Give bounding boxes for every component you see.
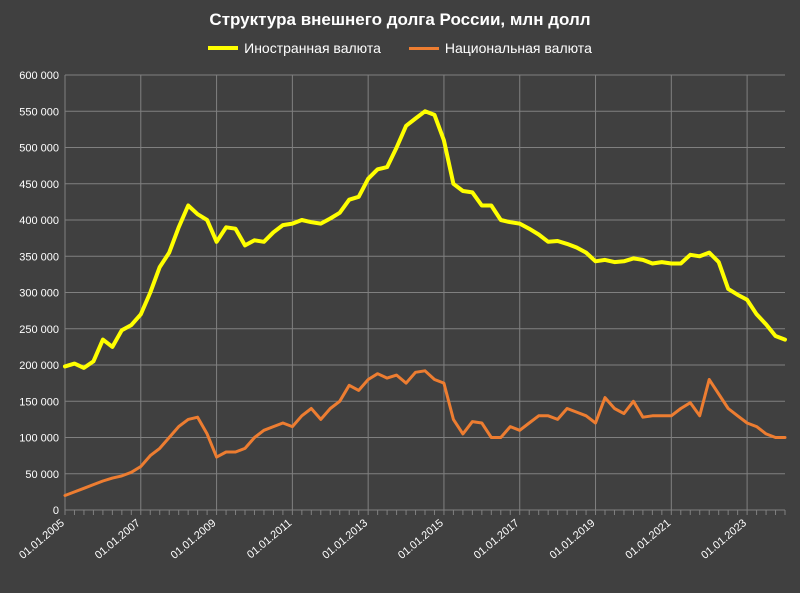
svg-text:600 000: 600 000: [19, 70, 59, 82]
svg-text:300 000: 300 000: [19, 288, 59, 300]
chart-plot: 0 50 000 100 000 150 000 200 000 250 000 300 0…: [0, 0, 800, 593]
svg-text:01.01.2007: 01.01.2007: [93, 517, 143, 562]
svg-text:01.01.2013: 01.01.2013: [320, 517, 370, 562]
svg-text:350 000: 350 000: [19, 251, 59, 263]
svg-text:150 000: 150 000: [19, 396, 59, 408]
svg-text:400 000: 400 000: [19, 215, 59, 227]
svg-text:01.01.2023: 01.01.2023: [699, 517, 749, 562]
svg-text:01.01.2009: 01.01.2009: [169, 517, 219, 562]
svg-text:200 000: 200 000: [19, 360, 59, 372]
svg-text:500 000: 500 000: [19, 143, 59, 155]
svg-text:01.01.2021: 01.01.2021: [623, 517, 673, 562]
svg-text:01.01.2011: 01.01.2011: [245, 517, 294, 561]
svg-text:250 000: 250 000: [19, 324, 59, 336]
series-line: [65, 111, 785, 368]
chart-container: Структура внешнего долга России, млн дол…: [0, 0, 800, 593]
svg-text:01.01.2015: 01.01.2015: [396, 517, 446, 562]
svg-text:450 000: 450 000: [19, 179, 59, 191]
svg-text:550 000: 550 000: [19, 106, 59, 118]
series-line: [65, 371, 785, 496]
svg-text:50 000: 50 000: [25, 469, 59, 481]
svg-text:01.01.2017: 01.01.2017: [472, 517, 522, 562]
svg-text:0: 0: [53, 505, 59, 517]
svg-text:100 000: 100 000: [19, 433, 59, 445]
svg-text:01.01.2019: 01.01.2019: [548, 517, 598, 562]
svg-text:01.01.2005: 01.01.2005: [17, 517, 67, 562]
